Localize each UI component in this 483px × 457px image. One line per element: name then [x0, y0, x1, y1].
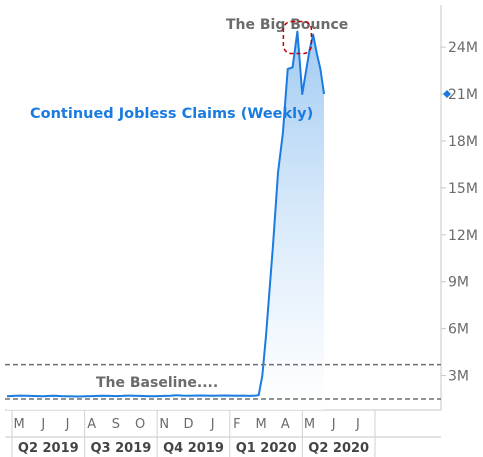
- month-tick-label: A: [281, 417, 290, 432]
- month-tick-label: O: [135, 417, 145, 432]
- quarter-tick-label: Q3 2019: [90, 441, 151, 456]
- peak-highlight-box: [282, 20, 313, 55]
- month-tick-label: M: [304, 417, 315, 432]
- y-tick-label: 15M: [448, 181, 478, 197]
- quarter-tick-label: Q1 2020: [236, 441, 297, 456]
- peak-label: The Big Bounce: [226, 17, 348, 33]
- quarter-tick-label: Q2 2020: [308, 441, 369, 456]
- series-line: [6, 30, 326, 398]
- y-tick-label: 12M: [448, 228, 478, 244]
- x-axis-quarters: Q2 2019 Q3 2019 Q4 2019 Q1 2020 Q2 2020: [18, 441, 369, 456]
- quarter-tick-label: Q4 2019: [163, 441, 224, 456]
- month-tick-label: J: [65, 417, 70, 432]
- month-tick-label: D: [183, 417, 193, 432]
- y-axis: 3M 6M 9M 12M 15M 18M 21M 24M: [441, 40, 478, 385]
- baseline-lines: [5, 363, 441, 400]
- last-value-marker: [443, 90, 451, 99]
- month-tick-label: J: [331, 417, 336, 432]
- quarter-dividers: [11, 410, 376, 457]
- baseline-label: The Baseline....: [96, 375, 218, 391]
- y-tick-label: 24M: [448, 40, 478, 56]
- month-tick-label: F: [233, 417, 240, 432]
- quarter-tick-label: Q2 2019: [18, 441, 79, 456]
- chart-title: Continued Jobless Claims (Weekly): [30, 106, 313, 122]
- month-tick-label: M: [13, 417, 24, 432]
- month-tick-label: J: [355, 417, 360, 432]
- y-tick-label: 3M: [448, 369, 469, 385]
- month-tick-label: J: [40, 417, 45, 432]
- y-tick-label: 18M: [448, 134, 478, 150]
- month-tick-label: N: [159, 417, 169, 432]
- month-tick-label: M: [255, 417, 266, 432]
- month-tick-label: J: [210, 417, 215, 432]
- month-tick-label: A: [87, 417, 96, 432]
- month-tick-label: S: [112, 417, 120, 432]
- series-area: [7, 31, 325, 411]
- y-tick-label: 21M: [448, 87, 478, 103]
- y-tick-label: 9M: [448, 275, 469, 291]
- y-tick-label: 6M: [448, 322, 469, 338]
